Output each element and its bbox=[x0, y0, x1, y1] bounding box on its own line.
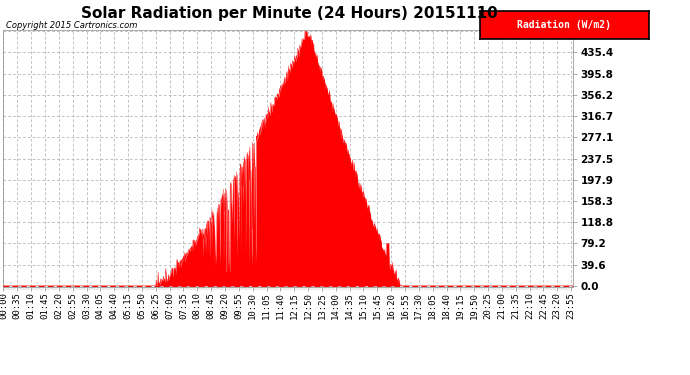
Text: Copyright 2015 Cartronics.com: Copyright 2015 Cartronics.com bbox=[6, 21, 137, 30]
Text: Solar Radiation per Minute (24 Hours) 20151110: Solar Radiation per Minute (24 Hours) 20… bbox=[81, 6, 498, 21]
Text: Radiation (W/m2): Radiation (W/m2) bbox=[517, 20, 611, 30]
